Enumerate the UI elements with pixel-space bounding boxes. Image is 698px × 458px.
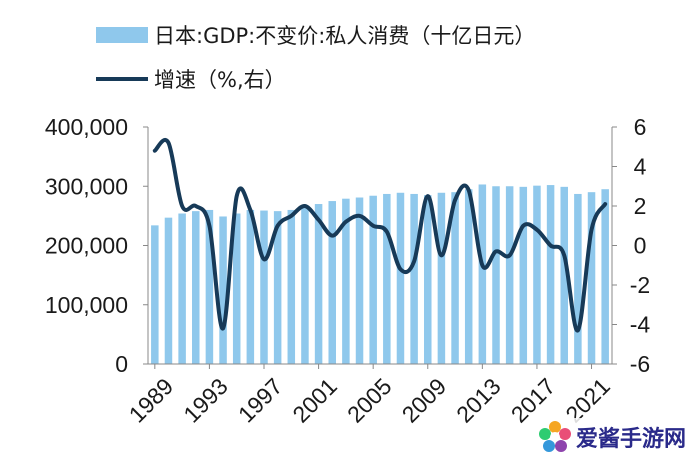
x-tick-label: 2013: [451, 373, 506, 428]
bar-2017: [533, 185, 541, 364]
bar-2006: [383, 193, 391, 364]
bar-1996: [246, 209, 255, 364]
legend-bar-swatch: [96, 27, 148, 43]
bar-2018: [546, 185, 555, 364]
right-axis-ticks: -6 -4 -2 0 2 4 6: [612, 114, 650, 377]
left-tick-label: 300,000: [45, 173, 128, 199]
right-tick-label: 2: [634, 193, 647, 219]
legend-line-swatch: [96, 77, 148, 81]
bar-1995: [232, 213, 241, 364]
bar-1992: [192, 211, 200, 364]
bar-2014: [492, 186, 500, 364]
bar-2010: [437, 192, 446, 364]
bar-2007: [396, 192, 405, 364]
left-axis-ticks: 0 100,000 200,000 300,000 400,000: [45, 114, 148, 377]
right-tick-label: 0: [634, 233, 647, 259]
right-tick-label: -4: [630, 312, 651, 338]
bar-2021: [587, 192, 596, 364]
bar-2000: [301, 207, 309, 364]
right-tick-label: -6: [630, 351, 650, 377]
legend-bar-entry: 日本:GDP:不变价:私人消费（十亿日元）: [96, 20, 535, 50]
bar-2015: [505, 186, 514, 364]
flower-logo-icon: [538, 421, 571, 452]
bar-2020: [574, 193, 582, 364]
x-tick-label: 1989: [124, 373, 179, 428]
bar-2001: [314, 204, 323, 364]
x-tick-label: 2005: [342, 373, 397, 428]
x-tick-label: 1997: [233, 373, 288, 428]
growth-rate-line: [152, 137, 608, 333]
bar-1994: [219, 216, 227, 364]
bar-1999: [287, 209, 296, 364]
x-tick-label: 2001: [287, 373, 342, 428]
right-tick-label: 4: [634, 154, 647, 180]
bar-2002: [328, 201, 336, 364]
bar-series: [151, 184, 609, 364]
bar-2005: [369, 195, 377, 364]
left-tick-label: 0: [115, 351, 128, 377]
watermark-text: 爱酱手游网: [575, 427, 686, 452]
x-tick-label: 2009: [397, 373, 452, 428]
bar-1998: [273, 211, 282, 364]
watermark: 爱酱手游网: [531, 418, 692, 456]
bar-1989: [151, 225, 159, 364]
bar-2022: [601, 189, 609, 364]
bar-2008: [410, 193, 418, 364]
legend-line-entry: 增速（%,右）: [96, 64, 286, 94]
bar-2003: [342, 198, 350, 364]
legend-bar-label: 日本:GDP:不变价:私人消费（十亿日元）: [154, 24, 536, 48]
bar-2011: [451, 192, 459, 364]
left-tick-label: 200,000: [45, 233, 128, 259]
x-tick-label: 1993: [178, 373, 233, 428]
bar-2012: [464, 189, 473, 364]
bar-1990: [164, 217, 173, 364]
bar-1993: [205, 209, 214, 364]
right-tick-label: -2: [630, 272, 650, 298]
right-tick-label: 6: [634, 114, 647, 140]
bar-2013: [478, 184, 487, 364]
left-tick-label: 400,000: [45, 114, 128, 140]
bar-1997: [260, 210, 268, 364]
bar-2019: [560, 186, 568, 364]
bar-2009: [424, 195, 432, 364]
bar-2004: [355, 197, 364, 364]
bar-1991: [178, 213, 186, 364]
left-tick-label: 100,000: [45, 292, 128, 318]
legend-line-label: 增速（%,右）: [154, 68, 286, 92]
bar-2016: [519, 186, 528, 364]
